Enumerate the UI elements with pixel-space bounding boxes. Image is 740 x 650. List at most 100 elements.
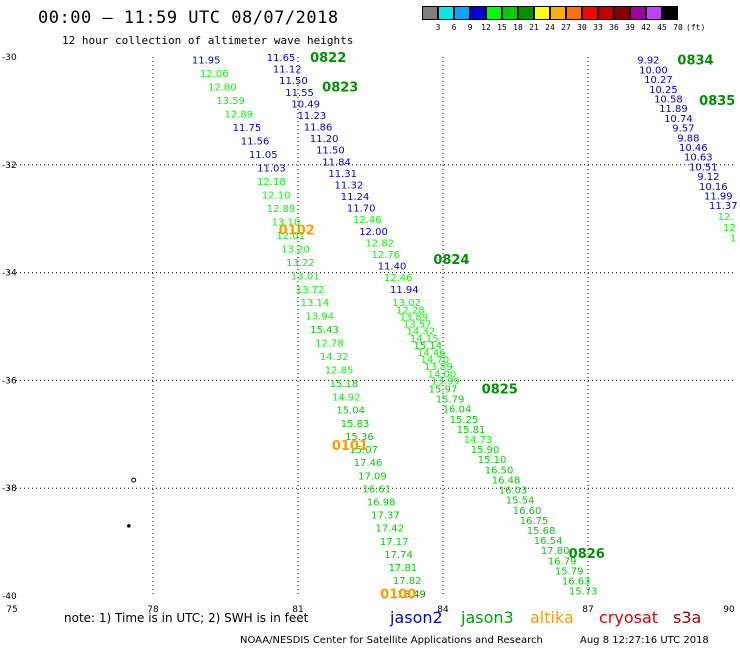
wave-height-value: 17.17	[380, 537, 409, 548]
wave-height-value: 12.78	[315, 339, 344, 350]
wave-height-value: 13.10	[272, 217, 301, 228]
wave-height-value: 17.46	[354, 458, 383, 469]
footer-credit: NOAA/NESDIS Center for Satellite Applica…	[240, 635, 543, 646]
wave-height-value: 14.32	[320, 352, 349, 363]
wave-height-value: 13.02	[392, 298, 421, 309]
color-swatch	[614, 6, 630, 20]
wave-height-value: 15.18	[330, 379, 359, 390]
wave-height-value: 11.32	[335, 180, 364, 191]
page-subtitle: 12 hour collection of altimeter wave hei…	[62, 34, 354, 47]
wave-height-value: 9.12	[697, 172, 719, 183]
page-title: 00:00 – 11:59 UTC 08/07/2018	[38, 8, 339, 28]
wave-height-value: 11.99	[704, 192, 733, 203]
wave-height-value: 9.92	[637, 56, 659, 67]
color-swatch	[518, 6, 534, 20]
pass-time-labels: 0822 0823 0824 0825 0826 0834 0835 0102 0101 0100	[279, 51, 736, 602]
latitude-label: -32	[2, 161, 17, 171]
wave-height-value: 14.00	[428, 369, 457, 380]
color-scale-label: 24	[545, 23, 555, 32]
wave-height-value: 11.86	[304, 123, 333, 134]
wave-height-value: 11.84	[322, 157, 351, 168]
wave-height-value: 10.58	[654, 95, 683, 106]
wave-height-value: 15.54	[506, 496, 535, 507]
wave-height-value: 16.03	[499, 486, 528, 497]
pass-time-label: 0835	[699, 94, 735, 109]
color-scale-label: 70	[673, 23, 683, 32]
longitude-label: 84	[437, 605, 449, 615]
track-c: 14.92 15.04 15.83 15.36 15.07 17.46 17.09 16.61…	[332, 393, 426, 601]
wave-height-value: 16.61	[362, 484, 391, 495]
wave-height-value: 13.72	[296, 285, 325, 296]
wave-height-value: 12.46	[353, 215, 382, 226]
wave-height-value: 11.95	[192, 56, 221, 67]
wave-height-value: 14.92	[332, 393, 361, 404]
wave-height-value: 11.75	[233, 123, 262, 134]
wave-height-value: 11.65	[267, 53, 296, 64]
color-swatch	[550, 6, 566, 20]
color-scale-label: 42	[641, 23, 651, 32]
wave-height-value: 14.73	[464, 435, 493, 446]
track-f: 15.9715.7916.0415.2515.8114.7315.9015.10…	[429, 384, 598, 597]
wave-height-value: 17.42	[376, 524, 405, 535]
color-swatch	[646, 6, 662, 20]
wave-height-value: 16.50	[485, 465, 514, 476]
wave-height-value: 14.32	[406, 327, 435, 338]
wave-height-value: 15.97	[429, 384, 458, 395]
wave-height-value: 13.59	[216, 96, 245, 107]
wave-height-value: 12.80	[208, 83, 237, 94]
wave-height-value: 10.16	[699, 182, 728, 193]
wave-height-value: 15.25	[450, 415, 479, 426]
wave-height-value: 11.56	[241, 137, 270, 148]
wave-height-value: 15.36	[345, 432, 374, 443]
wave-height-value: 10.74	[664, 114, 693, 125]
legend-jason2: jason2	[390, 608, 443, 627]
wave-height-value: 15.90	[471, 445, 500, 456]
track-a: 11.95 12.06 12.80 13.59 12.89 11.75 11.56 11.05…	[192, 56, 286, 175]
wave-height-value: 15.73	[569, 587, 598, 598]
wave-height-value: 12.28	[396, 305, 425, 316]
track-h: 12.121	[718, 212, 736, 245]
wave-height-value: 10.63	[684, 153, 713, 164]
wave-height-value: 17.80	[541, 546, 570, 557]
wave-height-value: 16.63	[562, 577, 591, 588]
wave-height-value: 17.09	[358, 471, 387, 482]
wave-height-value: 15.07	[349, 445, 378, 456]
longitude-label: 90	[723, 605, 735, 615]
wave-height-value: 17.82	[393, 576, 422, 587]
wave-height-value: 10.27	[644, 75, 673, 86]
wave-height-value: 18.49	[397, 589, 426, 600]
wave-height-value: 15.68	[527, 526, 556, 537]
wave-height-value: 16.04	[443, 405, 472, 416]
wave-height-value: 16.98	[367, 497, 396, 508]
wave-height-value: 14.15	[410, 334, 439, 345]
wave-height-value: 9.88	[677, 133, 699, 144]
axis-labels: -30 -32 -34 -36 -38 -40 75 78 81 84 87 90	[2, 53, 735, 615]
color-scale-label: 9	[467, 23, 473, 32]
legend-jason3: jason3	[461, 608, 514, 627]
wave-height-value: 12.76	[372, 250, 401, 261]
track-b: 12.18 12.10 12.89 13.10 12.01 13.20 13.22 13.01…	[257, 177, 358, 390]
track-e: 13.0212.2813.8913.5714.3214.1515.1414.46…	[392, 298, 459, 387]
wave-height-tracks: 11.95 12.06 12.80 13.59 12.89 11.75 11.56 11.05…	[192, 53, 738, 600]
wave-height-value: 13.89	[399, 312, 428, 323]
wave-height-value: 15.14	[414, 341, 443, 352]
color-swatch	[534, 6, 550, 20]
wave-height-value: 11.89	[659, 104, 688, 115]
wave-height-value: 12.46	[384, 273, 413, 284]
wave-height-value: 16.75	[520, 516, 549, 527]
wave-height-value: 12.89	[267, 204, 296, 215]
color-scale-label: 33	[593, 23, 603, 32]
wave-height-value: 12.	[718, 212, 734, 223]
note-text: note: 1) Time is in UTC; 2) SWH is in fe…	[64, 611, 309, 625]
color-scale-label: 45	[657, 23, 667, 32]
track-g: 9.9210.0010.2710.2510.5811.8910.749.579.…	[637, 56, 737, 213]
wave-height-value: 10.49	[291, 99, 320, 110]
pass-time-label: 0102	[279, 223, 315, 238]
color-scale-label: 27	[561, 23, 571, 32]
wave-height-value: 13.89	[424, 362, 453, 373]
pass-time-label: 0824	[433, 253, 469, 268]
color-swatch	[662, 6, 678, 20]
longitude-label: 75	[6, 605, 17, 615]
color-swatch	[566, 6, 582, 20]
